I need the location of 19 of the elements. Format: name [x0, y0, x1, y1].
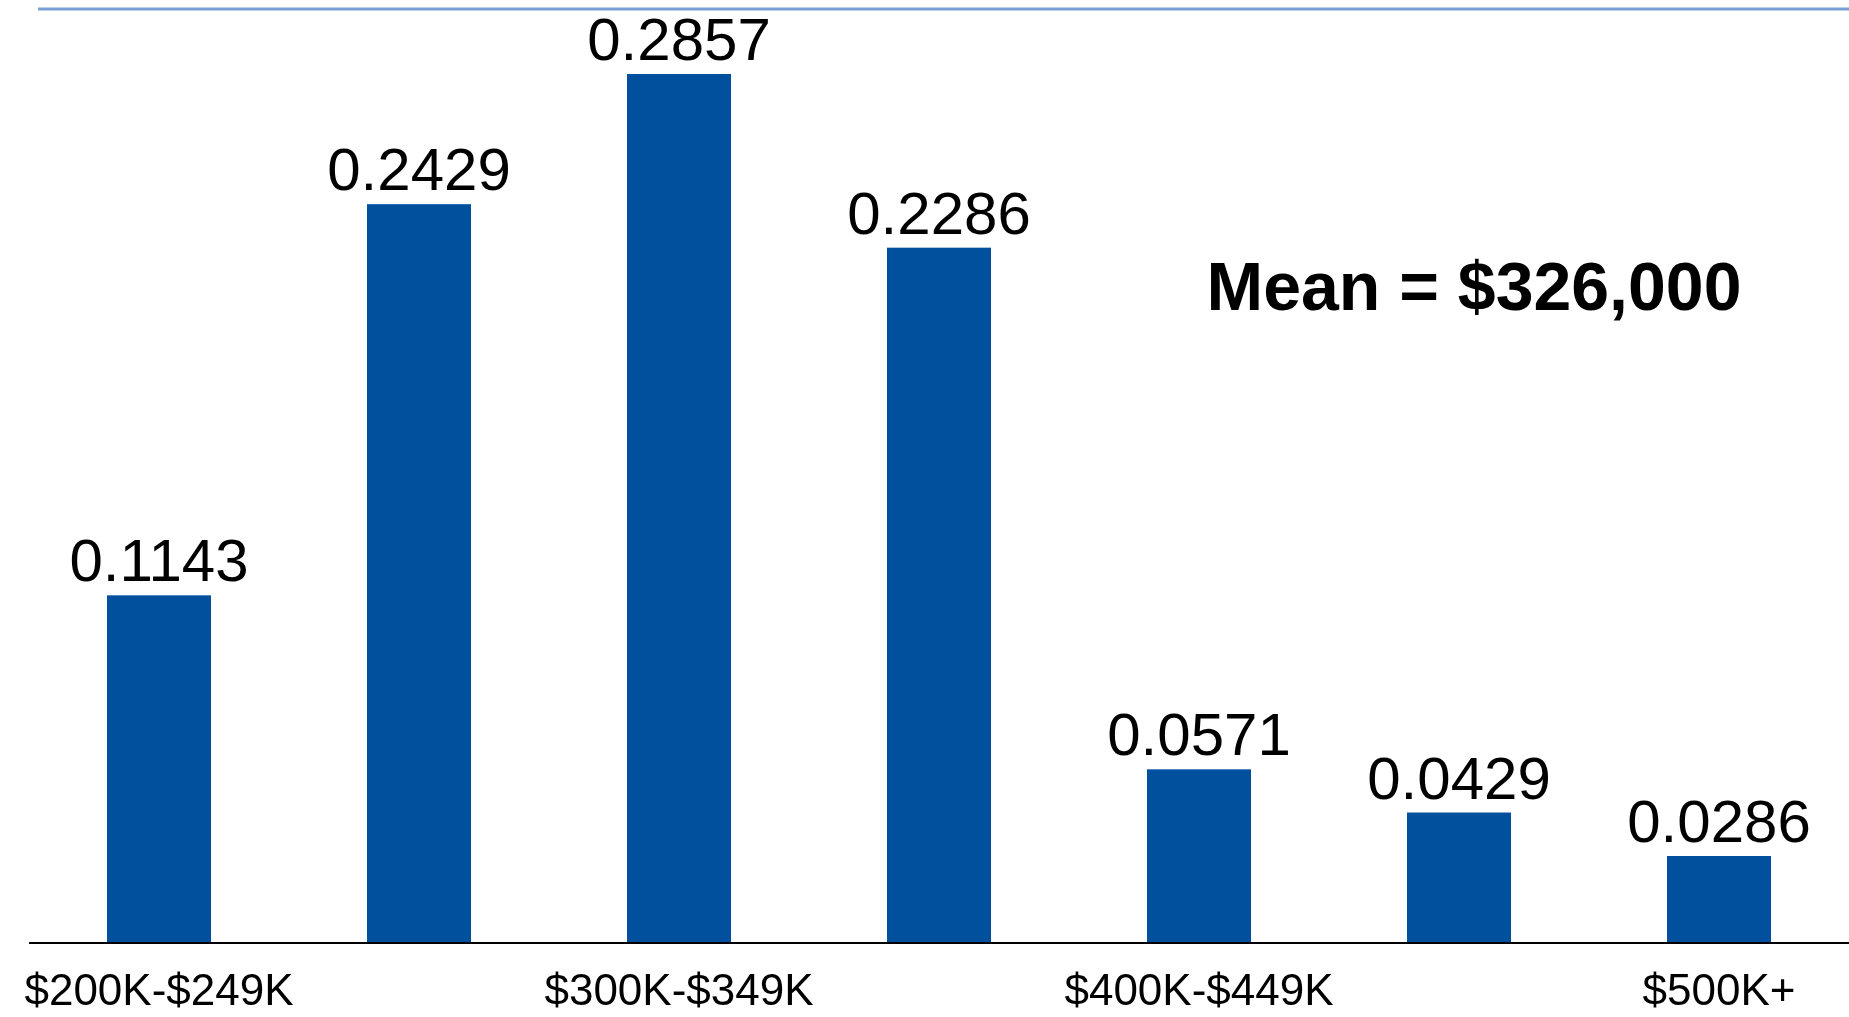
bar	[1147, 769, 1251, 943]
data-label: 0.2429	[327, 136, 511, 204]
data-label: 0.2286	[847, 179, 1031, 247]
data-label: 0.1143	[69, 527, 249, 595]
data-label: 0.2857	[587, 6, 771, 73]
x-tick-label: $500K+	[1642, 965, 1796, 1014]
data-label: 0.0429	[1367, 744, 1551, 812]
data-label: 0.0571	[1107, 701, 1291, 769]
bar	[367, 204, 471, 943]
x-tick-label: $300K-$349K	[544, 965, 814, 1014]
annotation: Mean = $326,000	[1206, 248, 1742, 324]
bar	[887, 247, 991, 943]
bar	[1407, 812, 1511, 943]
x-tick-label: $200K-$249K	[24, 965, 294, 1014]
x-tick-label: $400K-$449K	[1064, 965, 1334, 1014]
bar	[107, 595, 211, 943]
data-label: 0.0286	[1627, 788, 1811, 856]
bar	[1667, 856, 1771, 943]
bar	[627, 74, 731, 943]
